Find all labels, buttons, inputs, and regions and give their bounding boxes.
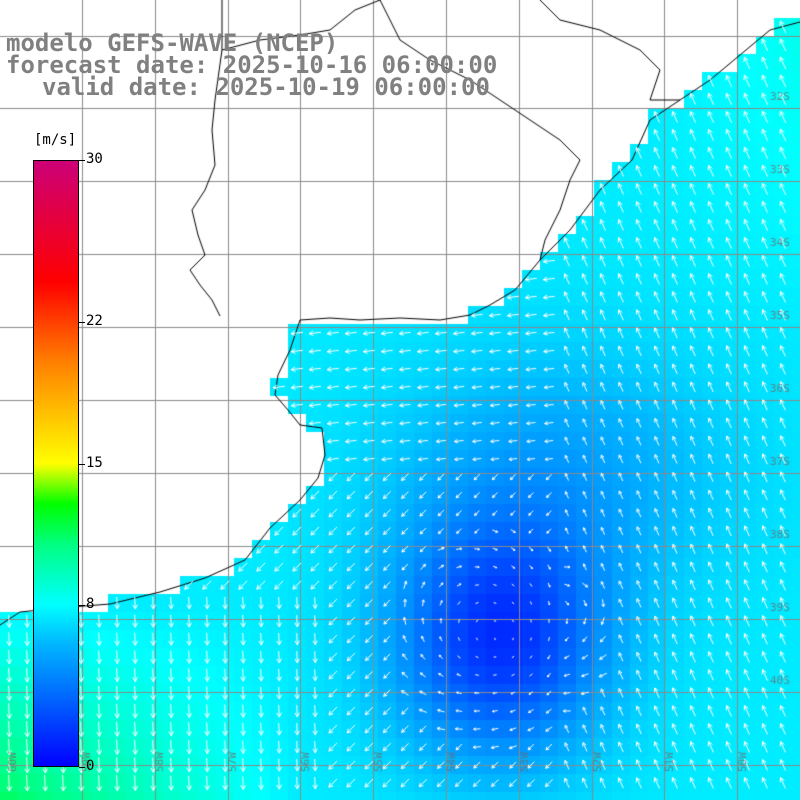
colorbar — [33, 160, 79, 767]
colorbar-units: [m/s] — [34, 132, 77, 148]
colorbar-tick-label: 30 — [86, 151, 103, 167]
colorbar-tick-label: 8 — [86, 596, 95, 612]
colorbar-tick-mark — [79, 322, 85, 323]
valid-date: valid date: 2025-10-19 06:00:00 — [42, 73, 490, 101]
colorbar-tick-label: 15 — [86, 455, 103, 471]
colorbar-tick-mark — [79, 767, 85, 768]
colorbar-tick-mark — [79, 464, 85, 465]
colorbar-tick-label: 22 — [86, 313, 103, 329]
colorbar-tick-mark — [79, 605, 85, 606]
colorbar-tick-label: 0 — [86, 758, 95, 774]
forecast-date: forecast date: 2025-10-16 06:00:00 — [6, 51, 498, 79]
colorbar-tick-mark — [79, 160, 85, 161]
model-title: modelo GEFS-WAVE (NCEP) — [6, 29, 339, 57]
